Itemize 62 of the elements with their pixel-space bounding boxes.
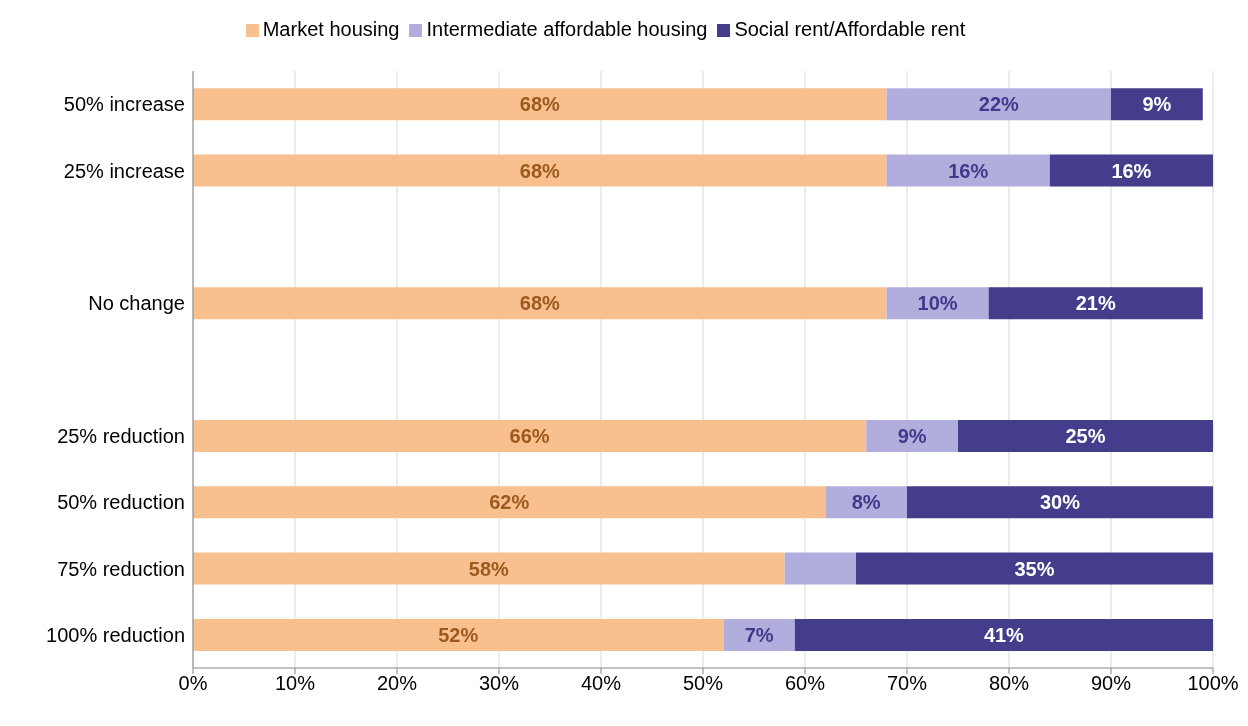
x-tick-label: 10% — [274, 672, 316, 695]
bar — [886, 88, 1111, 121]
data-label: 68% — [519, 292, 561, 315]
data-label: 16% — [948, 159, 989, 182]
bar — [784, 552, 856, 585]
bar — [193, 154, 887, 187]
x-tick-label: 100% — [1187, 672, 1239, 695]
bar — [193, 287, 887, 320]
bar — [825, 486, 907, 519]
y-tick-label: 25% reduction — [57, 424, 185, 447]
bar — [886, 154, 1050, 187]
bar — [1111, 88, 1203, 121]
bar — [886, 287, 989, 320]
data-label: 22% — [978, 93, 1020, 116]
data-label: 68% — [519, 93, 561, 116]
y-tick-label: No change — [88, 292, 185, 315]
y-tick-label: 50% reduction — [57, 491, 185, 514]
bar — [193, 486, 826, 519]
y-tick-label: 75% reduction — [57, 557, 185, 580]
bar — [193, 618, 724, 651]
x-tick-label: 0% — [178, 672, 208, 695]
data-label: 7% — [744, 624, 774, 647]
legend-label: Intermediate affordable housing — [426, 18, 708, 40]
data-label: 30% — [1039, 491, 1081, 514]
bar — [193, 88, 887, 121]
legend-label: Market housing — [262, 18, 400, 40]
data-label: 41% — [983, 624, 1025, 647]
y-tick-label: 25% increase — [63, 159, 185, 182]
bar — [866, 419, 958, 452]
bar — [193, 419, 867, 452]
data-label: 68% — [519, 159, 561, 182]
data-label: 52% — [438, 624, 479, 647]
bar — [907, 486, 1213, 519]
x-tick-label: 50% — [682, 672, 724, 695]
data-label: 10% — [917, 292, 958, 315]
x-tick-label: 20% — [376, 672, 418, 695]
data-label: 58% — [468, 557, 510, 580]
bar — [1049, 154, 1213, 187]
data-label: 62% — [489, 491, 530, 514]
x-tick-label: 40% — [580, 672, 622, 695]
data-label: 35% — [1014, 557, 1055, 580]
x-tick-label: 60% — [784, 672, 826, 695]
y-tick-label: 50% increase — [63, 93, 185, 116]
bar — [723, 618, 795, 651]
y-tick-label: 100% reduction — [46, 623, 185, 646]
x-tick-label: 90% — [1090, 672, 1132, 695]
x-tick-label: 80% — [988, 672, 1030, 695]
data-label: 16% — [1111, 159, 1152, 182]
x-tick-label: 70% — [886, 672, 928, 695]
bar — [958, 419, 1213, 452]
bar — [988, 287, 1203, 320]
data-label: 9% — [897, 425, 927, 448]
data-label: 66% — [509, 425, 550, 448]
bar — [794, 618, 1213, 651]
bar — [856, 552, 1213, 585]
data-label: 8% — [851, 491, 881, 514]
data-label: 25% — [1065, 425, 1106, 448]
x-tick-label: 30% — [478, 672, 520, 695]
data-label: 21% — [1075, 292, 1116, 315]
legend-label: Social rent/Affordable rent — [734, 18, 966, 40]
data-label: 9% — [1142, 93, 1172, 116]
bar — [193, 552, 785, 585]
